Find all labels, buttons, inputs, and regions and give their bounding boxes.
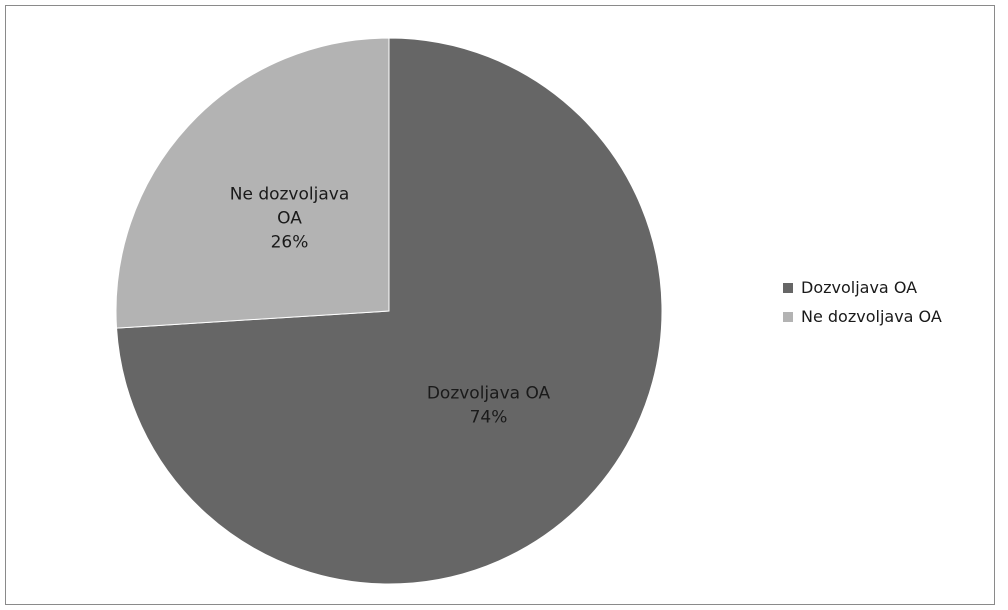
pie-slice-ne-dozvoljava-oa bbox=[115, 37, 390, 329]
legend-label-dozvoljava: Dozvoljava OA bbox=[801, 278, 918, 297]
legend-item-ne-dozvoljava: Ne dozvoljava OA bbox=[783, 304, 942, 329]
data-label-line: Ne dozvoljava bbox=[230, 185, 350, 205]
data-label-line: 26% bbox=[271, 233, 309, 253]
data-label-ne-dozvoljava-oa: Ne dozvoljava OA 26% bbox=[230, 185, 350, 253]
data-label-line: Dozvoljava OA bbox=[427, 383, 551, 403]
legend-swatch-ne-dozvoljava bbox=[783, 311, 793, 322]
pie-slices bbox=[115, 37, 663, 585]
data-label-line: 74% bbox=[470, 407, 508, 427]
data-labels: Dozvoljava OA 74% Ne dozvoljava OA 26% bbox=[230, 185, 551, 428]
legend-item-dozvoljava: Dozvoljava OA bbox=[783, 275, 942, 300]
legend-swatch-dozvoljava bbox=[783, 282, 793, 293]
data-label-dozvoljava-oa: Dozvoljava OA 74% bbox=[427, 383, 551, 427]
legend-label-ne-dozvoljava: Ne dozvoljava OA bbox=[801, 307, 942, 326]
data-label-line: OA bbox=[277, 209, 302, 229]
legend: Dozvoljava OA Ne dozvoljava OA bbox=[783, 275, 942, 333]
